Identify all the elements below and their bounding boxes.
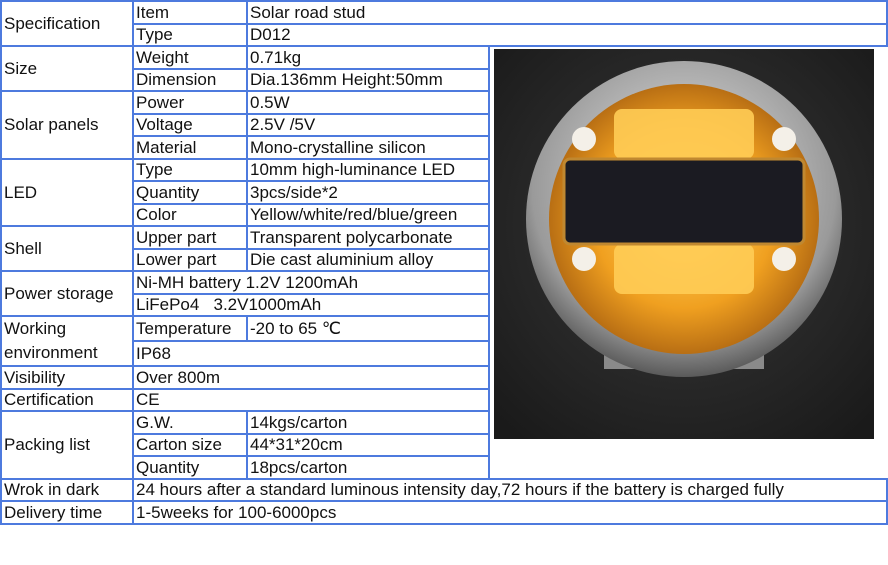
label-certification: Certification xyxy=(0,387,134,412)
value-gw: 14kgs/carton xyxy=(246,410,490,435)
label-power-storage: Power storage xyxy=(0,270,134,317)
key-carton-size: Carton size xyxy=(132,432,248,457)
solar-road-stud-photo xyxy=(494,49,874,439)
key-gw: G.W. xyxy=(132,410,248,435)
value-ip-rating: IP68 xyxy=(132,340,490,367)
value-certification: CE xyxy=(132,387,490,412)
key-material: Material xyxy=(132,135,248,160)
spec-table: Specification Item Solar road stud Type … xyxy=(0,0,888,525)
key-temperature: Temperature xyxy=(132,315,248,342)
label-delivery-time: Delivery time xyxy=(0,500,134,525)
value-item: Solar road stud xyxy=(246,0,888,25)
value-led-color: Yellow/white/red/blue/green xyxy=(246,202,490,227)
value-upper-part: Transparent polycarbonate xyxy=(246,225,490,250)
key-led-quantity: Quantity xyxy=(132,180,248,205)
product-photo-cell xyxy=(489,46,887,479)
label-working-environment: Working environment xyxy=(0,315,134,367)
value-temperature: -20 to 65 ℃ xyxy=(246,315,490,342)
key-item: Item xyxy=(132,0,248,25)
key-lower-part: Lower part xyxy=(132,247,248,272)
label-visibility: Visibility xyxy=(0,365,134,390)
value-work-in-dark: 24 hours after a standard luminous inten… xyxy=(132,477,888,502)
value-voltage: 2.5V /5V xyxy=(246,112,490,137)
key-weight: Weight xyxy=(132,45,248,70)
value-weight: 0.71kg xyxy=(246,45,490,70)
value-carton-size: 44*31*20cm xyxy=(246,432,490,457)
value-visibility: Over 800m xyxy=(132,365,490,390)
value-battery-nimh: Ni-MH battery 1.2V 1200mAh xyxy=(132,270,490,295)
value-led-quantity: 3pcs/side*2 xyxy=(246,180,490,205)
key-upper-part: Upper part xyxy=(132,225,248,250)
label-specification: Specification xyxy=(0,0,134,47)
value-power: 0.5W xyxy=(246,90,490,115)
key-packing-quantity: Quantity xyxy=(132,455,248,480)
label-solar-panels: Solar panels xyxy=(0,90,134,160)
value-packing-quantity: 18pcs/carton xyxy=(246,455,490,480)
label-work-in-dark: Wrok in dark xyxy=(0,477,134,502)
label-led: LED xyxy=(0,157,134,227)
key-power: Power xyxy=(132,90,248,115)
value-material: Mono-crystalline silicon xyxy=(246,135,490,160)
value-led-type: 10mm high-luminance LED xyxy=(246,157,490,182)
key-type: Type xyxy=(132,22,248,47)
value-battery-lifepo4: LiFePo4 3.2V1000mAh xyxy=(132,292,490,317)
key-dimension: Dimension xyxy=(132,67,248,92)
value-delivery-time: 1-5weeks for 100-6000pcs xyxy=(132,500,888,525)
value-dimension: Dia.136mm Height:50mm xyxy=(246,67,490,92)
label-packing-list: Packing list xyxy=(0,410,134,480)
key-led-color: Color xyxy=(132,202,248,227)
label-size: Size xyxy=(0,45,134,92)
value-type: D012 xyxy=(246,22,888,47)
value-lower-part: Die cast aluminium alloy xyxy=(246,247,490,272)
key-voltage: Voltage xyxy=(132,112,248,137)
label-shell: Shell xyxy=(0,225,134,272)
key-led-type: Type xyxy=(132,157,248,182)
